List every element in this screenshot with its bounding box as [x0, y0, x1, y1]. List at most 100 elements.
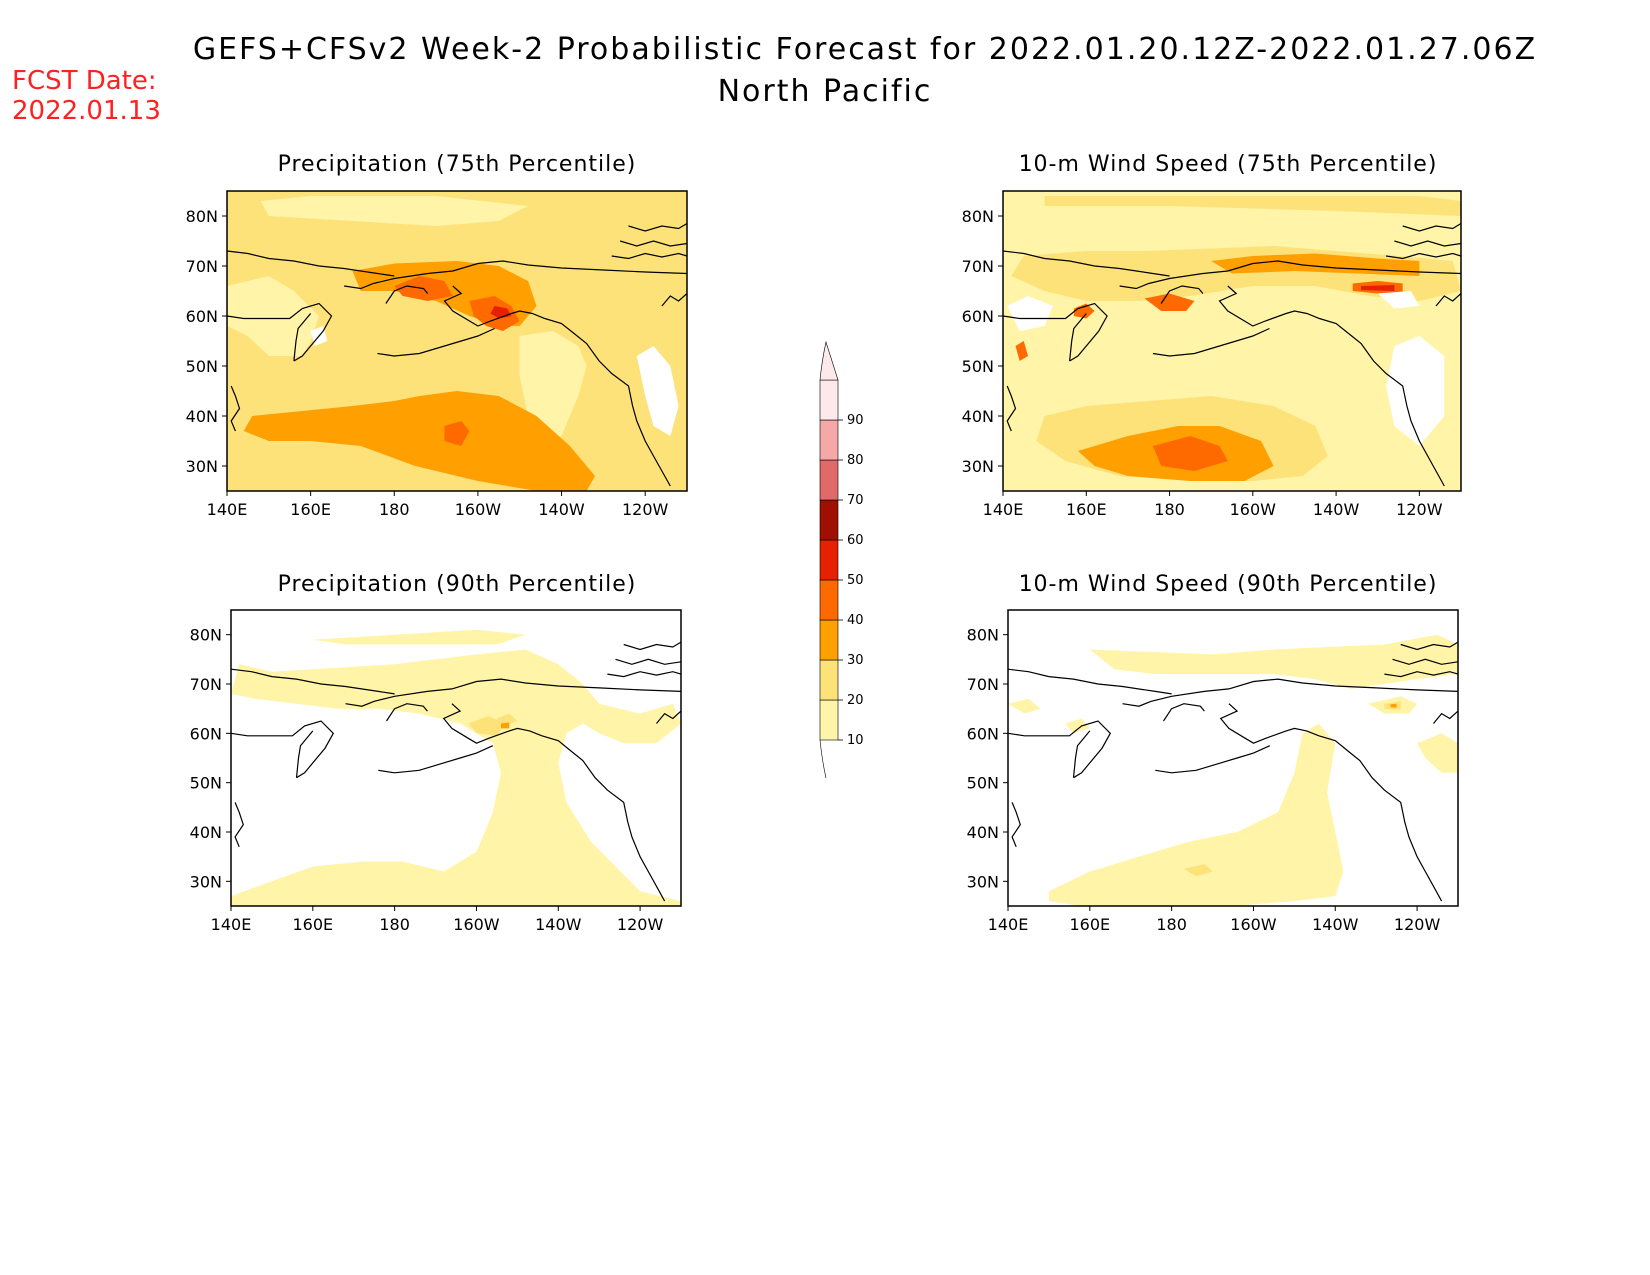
- region-subtitle: North Pacific: [717, 74, 933, 109]
- panel-title-wind75: 10-m Wind Speed (75th Percentile): [1018, 152, 1438, 177]
- coastline: [385, 285, 429, 304]
- lon-tick-label: 160E: [1066, 500, 1107, 519]
- lat-tick-label: 50N: [967, 774, 999, 793]
- field-contour: [1361, 285, 1395, 291]
- coastline: [234, 802, 244, 848]
- coastline: [230, 385, 241, 432]
- lon-tick-label: 120W: [617, 915, 664, 934]
- lon-tick-label: 140E: [983, 500, 1024, 519]
- field-contour: [1377, 291, 1420, 309]
- coastline: [1386, 252, 1462, 260]
- field-contour: [1044, 196, 1461, 216]
- field-contour: [1065, 718, 1090, 734]
- lat-tick-label: 30N: [967, 872, 999, 891]
- lat-tick-label: 40N: [967, 823, 999, 842]
- field-contour: [444, 421, 470, 446]
- coastline: [619, 240, 688, 247]
- lat-tick-label: 60N: [186, 307, 218, 326]
- field-contour: [1390, 703, 1397, 708]
- field-contour: [496, 713, 518, 726]
- field-contour: [501, 722, 510, 729]
- coastline: [1002, 302, 1108, 362]
- lat-tick-label: 80N: [190, 626, 222, 645]
- lon-tick-label: 120W: [1394, 915, 1441, 934]
- map-frame: [1002, 190, 1462, 492]
- lat-tick-label: 30N: [190, 872, 222, 891]
- field-contour: [1073, 303, 1095, 319]
- coastline: [1122, 678, 1459, 707]
- fcst-date-label: FCST Date:: [12, 66, 157, 96]
- lon-tick-label: 160W: [455, 500, 502, 519]
- lon-tick-label: 140E: [211, 915, 252, 934]
- coastline: [1002, 250, 1170, 277]
- coastline: [1006, 385, 1017, 432]
- lat-tick-label: 70N: [962, 257, 994, 276]
- lon-tick-label: 160W: [453, 915, 500, 934]
- lat-tick-label: 80N: [962, 207, 994, 226]
- map-frame: [230, 609, 682, 907]
- coastline: [293, 313, 312, 362]
- coastline: [1007, 668, 1172, 695]
- coastline: [1402, 222, 1462, 232]
- lat-tick-label: 40N: [962, 407, 994, 426]
- coastline: [385, 703, 428, 722]
- colorbar-tick-label: 10: [847, 733, 864, 748]
- coastline: [1433, 710, 1459, 724]
- coastline: [611, 252, 688, 260]
- lat-tick-label: 80N: [186, 207, 218, 226]
- lon-tick-label: 180: [379, 915, 410, 934]
- coastline: [1152, 327, 1270, 357]
- lon-tick-label: 160W: [1230, 915, 1277, 934]
- coastline: [443, 285, 671, 487]
- field-contour: [636, 346, 679, 436]
- coastline: [1435, 293, 1462, 307]
- coastline: [1072, 730, 1091, 778]
- colorbar-tick-label: 50: [847, 573, 864, 588]
- field-contour: [271, 743, 477, 832]
- field-contour: [1211, 253, 1420, 276]
- lon-tick-label: 160E: [292, 915, 333, 934]
- coastline: [1007, 720, 1112, 779]
- field-contour: [1144, 293, 1195, 311]
- lat-tick-label: 40N: [186, 407, 218, 426]
- coastline: [377, 327, 495, 357]
- colorbar-tick-label: 80: [847, 453, 864, 468]
- lat-tick-label: 50N: [962, 357, 994, 376]
- colorbar-legend: 10 20 30 40 50 60 70 80 90: [819, 340, 864, 779]
- coastline: [623, 641, 682, 651]
- coastline: [230, 720, 335, 779]
- lat-tick-label: 60N: [190, 724, 222, 743]
- coastline: [1155, 745, 1271, 774]
- field-contour: [243, 391, 595, 491]
- field-contour: [1007, 296, 1053, 331]
- panel-title-precip90: Precipitation (90th Percentile): [277, 572, 637, 597]
- lat-tick-label: 30N: [186, 457, 218, 476]
- colorbar-swatch: [819, 619, 839, 661]
- field-contour: [312, 629, 526, 645]
- coastline: [661, 293, 688, 307]
- lon-tick-label: 140W: [1312, 915, 1359, 934]
- field-contour: [1048, 723, 1344, 906]
- lon-tick-label: 140E: [988, 915, 1029, 934]
- field-contour: [468, 716, 506, 736]
- map-frame: [226, 190, 688, 492]
- coastline: [1400, 641, 1459, 651]
- lat-tick-label: 80N: [967, 626, 999, 645]
- field-contour: [1089, 634, 1458, 689]
- coastline: [615, 658, 682, 665]
- colorbar-swatch: [819, 659, 839, 701]
- lon-tick-label: 120W: [622, 500, 669, 519]
- colorbar-tick-label: 90: [847, 413, 864, 428]
- lon-tick-label: 140W: [538, 500, 585, 519]
- colorbar-tick-label: 40: [847, 613, 864, 628]
- coastline: [295, 730, 314, 778]
- colorbar-swatch: [819, 499, 839, 541]
- field-contour: [1152, 436, 1228, 471]
- coastline: [1160, 285, 1204, 304]
- lon-tick-label: 180: [1154, 500, 1185, 519]
- lat-tick-label: 60N: [967, 724, 999, 743]
- coastline: [1394, 240, 1462, 247]
- lat-tick-label: 40N: [190, 823, 222, 842]
- field-contour: [260, 196, 529, 226]
- map-panel-precip90: 140E 160E 180 160W 140W 120W 80N 70N 60N 50N 40N 30…: [190, 609, 682, 934]
